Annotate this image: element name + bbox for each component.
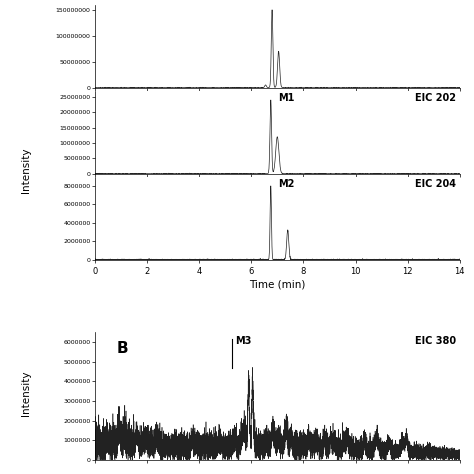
X-axis label: Time (min): Time (min) [249, 279, 305, 289]
Text: B: B [117, 341, 128, 356]
Text: M1: M1 [278, 93, 294, 103]
Text: EIC 202: EIC 202 [415, 93, 456, 103]
Text: EIC 204: EIC 204 [415, 179, 456, 190]
Text: EIC 380: EIC 380 [415, 336, 456, 346]
Text: M3: M3 [235, 336, 252, 346]
Text: Intensity: Intensity [21, 148, 31, 193]
Text: M2: M2 [278, 179, 294, 190]
Text: Intensity: Intensity [21, 371, 31, 416]
